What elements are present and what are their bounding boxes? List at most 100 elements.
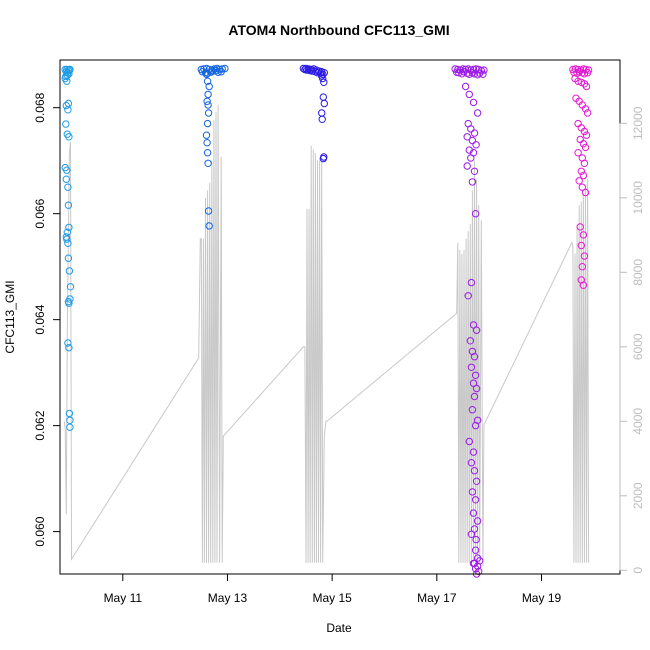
data-point bbox=[299, 64, 308, 73]
data-point bbox=[467, 530, 476, 538]
data-point bbox=[475, 567, 483, 576]
data-point bbox=[574, 77, 582, 85]
data-point bbox=[472, 535, 480, 544]
data-point bbox=[577, 167, 585, 176]
data-point bbox=[318, 115, 326, 124]
data-point bbox=[202, 131, 211, 139]
data-point bbox=[476, 557, 484, 565]
data-point bbox=[204, 90, 212, 99]
data-point bbox=[581, 188, 590, 197]
y-axis-right: 0 2000 4000 6000 8000 10000 12000 bbox=[619, 106, 645, 574]
y2-tick-label: 6000 bbox=[631, 333, 645, 360]
y2-tick-label: 4000 bbox=[631, 408, 645, 435]
data-point bbox=[582, 131, 591, 139]
data-point bbox=[470, 129, 479, 137]
data-point bbox=[469, 379, 478, 387]
altitude-series bbox=[63, 104, 590, 567]
data-point bbox=[66, 423, 74, 431]
data-point bbox=[467, 363, 476, 371]
data-point bbox=[473, 109, 482, 117]
data-point bbox=[472, 384, 481, 393]
data-point bbox=[578, 263, 586, 271]
data-point bbox=[66, 65, 74, 74]
data-point bbox=[203, 149, 212, 157]
y-axis-label: CFC113_GMI bbox=[3, 280, 17, 353]
data-point bbox=[217, 68, 225, 76]
data-point bbox=[65, 344, 73, 352]
data-point bbox=[202, 70, 211, 79]
data-point bbox=[470, 467, 479, 475]
data-point bbox=[581, 143, 590, 152]
data-point bbox=[465, 90, 473, 99]
data-point bbox=[471, 421, 480, 430]
data-point bbox=[580, 127, 589, 136]
y-tick-label: 0.060 bbox=[33, 516, 47, 546]
data-point bbox=[458, 70, 466, 78]
data-point bbox=[319, 154, 327, 163]
data-point bbox=[581, 105, 590, 113]
data-point bbox=[64, 239, 72, 248]
data-point bbox=[204, 101, 212, 109]
data-point bbox=[461, 65, 470, 74]
data-point bbox=[203, 139, 211, 147]
data-point bbox=[579, 171, 588, 180]
data-point bbox=[579, 281, 588, 289]
data-point bbox=[579, 231, 588, 239]
x-axis: May 11 May 13 May 15 May 17 May 19 bbox=[104, 573, 562, 605]
data-point bbox=[464, 292, 472, 300]
data-point bbox=[304, 65, 313, 73]
data-point bbox=[214, 68, 222, 76]
data-point bbox=[473, 517, 482, 525]
data-point bbox=[467, 278, 476, 287]
data-point bbox=[465, 437, 473, 446]
y-axis-left: 0.060 0.062 0.064 0.066 0.068 bbox=[33, 92, 61, 547]
data-point bbox=[203, 119, 212, 128]
data-point bbox=[62, 120, 70, 128]
data-point bbox=[469, 321, 478, 329]
data-point bbox=[583, 69, 592, 77]
chart-title: ATOM4 Northbound CFC113_GMI bbox=[228, 22, 449, 38]
y2-tick-label: 0 bbox=[631, 567, 645, 574]
data-point bbox=[466, 337, 474, 345]
data-point bbox=[470, 167, 479, 176]
data-point bbox=[467, 459, 476, 467]
data-point bbox=[455, 69, 463, 77]
data-point bbox=[64, 339, 72, 347]
y2-tick-label: 12000 bbox=[631, 106, 645, 140]
data-point bbox=[64, 201, 73, 209]
data-point bbox=[319, 74, 327, 83]
data-point bbox=[66, 283, 75, 291]
data-point bbox=[318, 109, 326, 117]
data-point bbox=[204, 109, 213, 117]
data-point bbox=[204, 159, 212, 168]
data-point bbox=[65, 223, 73, 232]
data-point bbox=[470, 353, 479, 361]
data-point bbox=[574, 119, 582, 128]
data-point bbox=[479, 70, 487, 79]
x-tick-label: May 17 bbox=[417, 591, 457, 605]
scatter-points bbox=[61, 64, 593, 578]
data-point bbox=[205, 82, 213, 91]
data-point bbox=[62, 175, 71, 183]
data-point bbox=[63, 77, 71, 85]
data-point bbox=[64, 106, 72, 114]
data-point bbox=[212, 66, 220, 75]
data-point bbox=[461, 82, 470, 91]
x-tick-label: May 19 bbox=[522, 591, 562, 605]
data-point bbox=[65, 133, 73, 141]
data-point bbox=[65, 267, 74, 275]
y-tick-label: 0.064 bbox=[33, 304, 47, 334]
data-point bbox=[472, 477, 481, 485]
data-point bbox=[575, 177, 583, 185]
data-point bbox=[63, 235, 71, 243]
data-point bbox=[320, 99, 328, 108]
data-point bbox=[470, 525, 479, 533]
data-point bbox=[203, 77, 212, 85]
data-point bbox=[472, 141, 480, 149]
data-point bbox=[469, 509, 478, 517]
data-point bbox=[471, 496, 480, 504]
data-point bbox=[580, 159, 589, 168]
x-tick-label: May 11 bbox=[104, 591, 143, 605]
data-point bbox=[463, 162, 471, 170]
